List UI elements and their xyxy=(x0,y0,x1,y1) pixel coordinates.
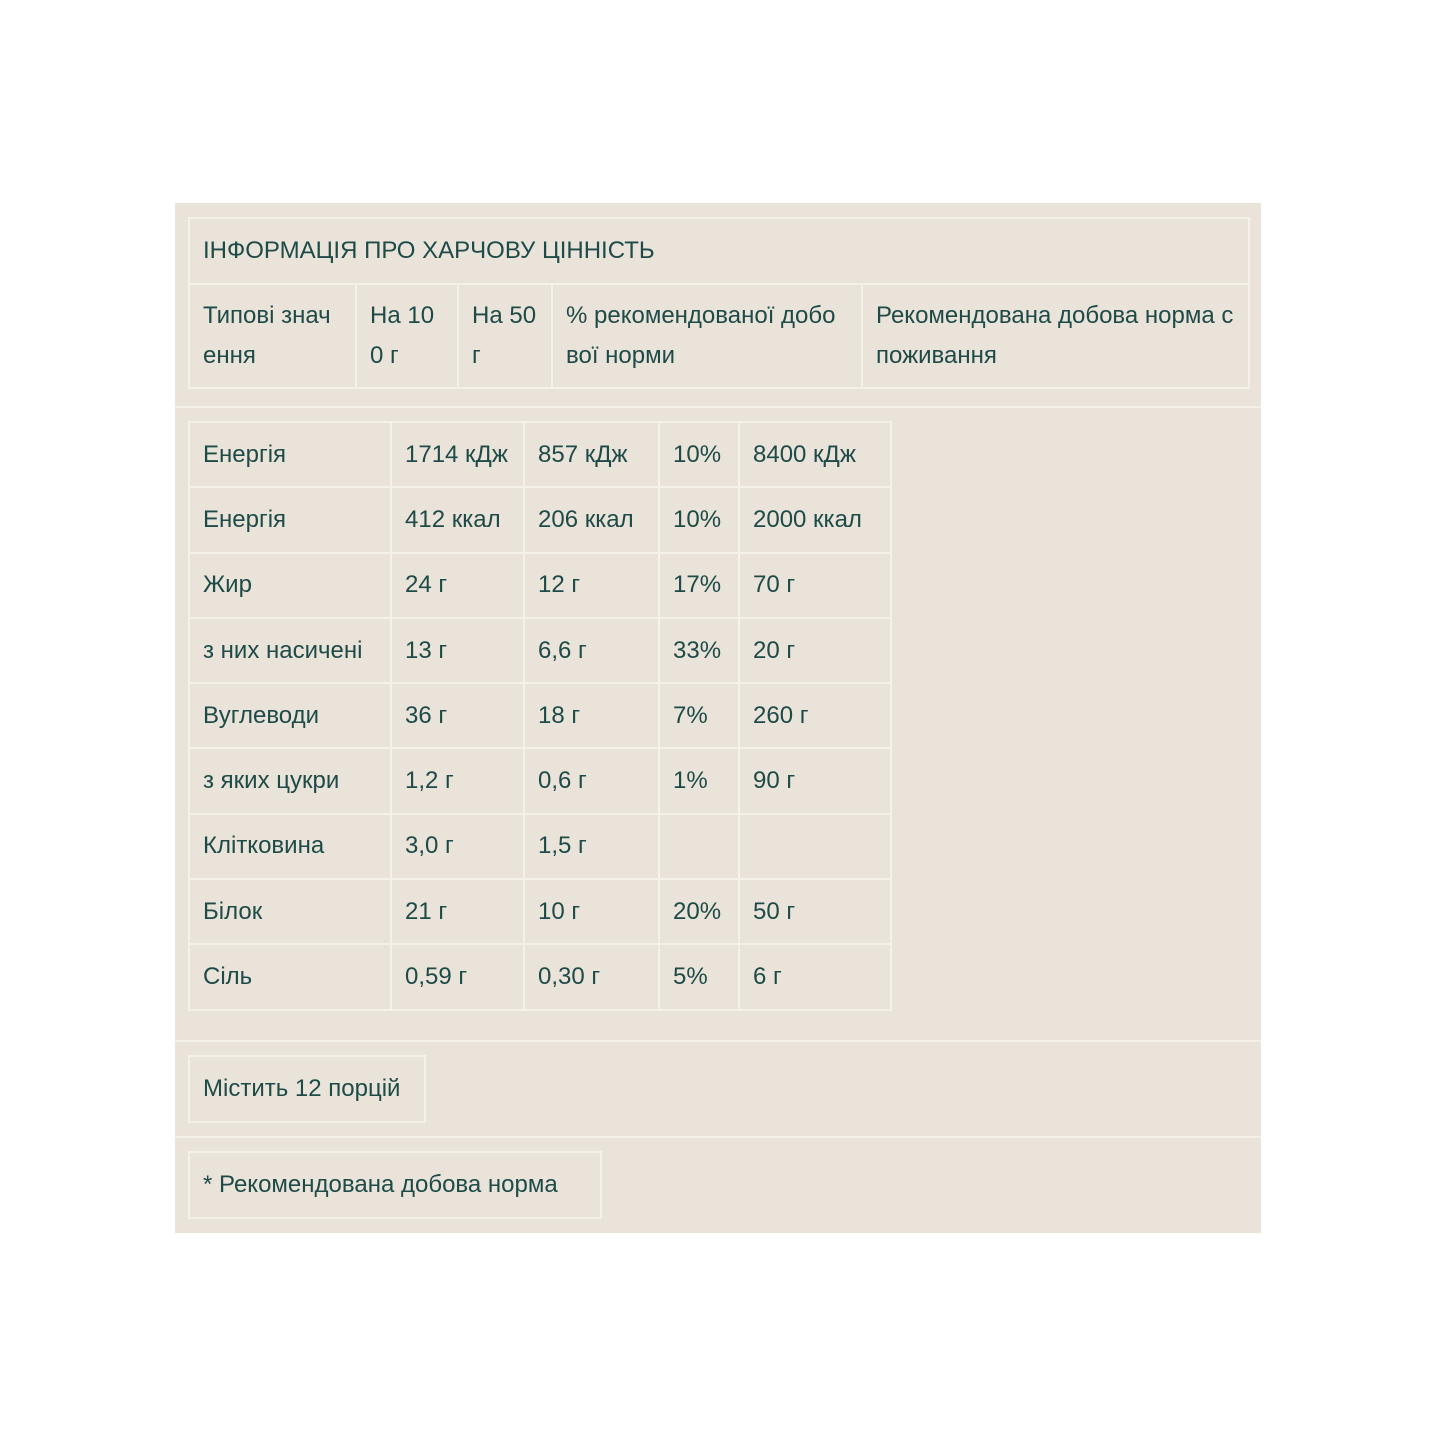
table-cell: 3,0 г xyxy=(390,812,525,881)
table-cell: Сіль xyxy=(188,943,392,1011)
table-cell: 1,2 г xyxy=(390,747,525,815)
table-cell: 0,30 г xyxy=(523,943,660,1011)
table-cell: 12 г xyxy=(523,551,660,619)
table-cell: 36 г xyxy=(390,682,525,750)
table-title: ІНФОРМАЦІЯ ПРО ХАРЧОВУ ЦІННІСТЬ xyxy=(187,217,1251,285)
table-cell: Енергія xyxy=(188,420,392,489)
table-cell: 10 г xyxy=(523,878,660,946)
column-header: Рекомендована добова норма споживання xyxy=(860,283,1251,389)
table-cell: 21 г xyxy=(390,878,525,946)
column-headers: Типові значення На 100 г На 50 г % реком… xyxy=(188,283,1251,389)
table-cell: 6,6 г xyxy=(523,616,660,685)
table-cell: 70 г xyxy=(738,551,892,619)
table-cell: 10% xyxy=(658,420,740,489)
table-cell: 17% xyxy=(658,551,740,619)
nutrition-values-table: Енергія 1714 кДж 857 кДж 10% 8400 кДж Енергія… xyxy=(188,420,892,1011)
table-cell: 857 кДж xyxy=(523,420,660,489)
table-cell: 90 г xyxy=(738,747,892,815)
table-cell: з яких цукри xyxy=(188,747,392,815)
table-row: Сіль 0,59 г 0,30 г 5% 6 г xyxy=(188,943,892,1011)
table-row: Клітковина 3,0 г 1,5 г xyxy=(188,812,892,881)
table-cell: 6 г xyxy=(738,943,892,1011)
table-row: з яких цукри 1,2 г 0,6 г 1% 90 г xyxy=(188,747,892,815)
table-cell: 5% xyxy=(658,943,740,1011)
table-cell xyxy=(658,812,740,881)
table-cell: Клітковина xyxy=(188,812,392,881)
table-row: Вуглеводи 36 г 18 г 7% 260 г xyxy=(188,682,892,750)
nutrition-panel: ІНФОРМАЦІЯ ПРО ХАРЧОВУ ЦІННІСТЬ Типові з… xyxy=(175,203,1261,1233)
table-cell: 20% xyxy=(658,878,740,946)
table-cell: 8400 кДж xyxy=(738,420,892,489)
footnote-box: * Рекомендована добова норма xyxy=(188,1151,602,1219)
table-cell: 7% xyxy=(658,682,740,750)
column-header: На 100 г xyxy=(355,283,459,389)
column-header: Типові значення xyxy=(188,283,357,389)
table-cell: 1714 кДж xyxy=(390,420,525,489)
table-cell: 20 г xyxy=(738,616,892,685)
column-header: % рекомендованої добової норми xyxy=(551,283,863,389)
nutrition-header-table: ІНФОРМАЦІЯ ПРО ХАРЧОВУ ЦІННІСТЬ Типові з… xyxy=(187,217,1251,389)
table-cell: 0,59 г xyxy=(390,943,525,1011)
table-cell: з них насичені xyxy=(188,616,392,685)
table-cell: Білок xyxy=(188,878,392,946)
table-row: Енергія 1714 кДж 857 кДж 10% 8400 кДж xyxy=(188,420,892,489)
table-cell: 260 г xyxy=(738,682,892,750)
table-cell: 13 г xyxy=(390,616,525,685)
table-row: Жир 24 г 12 г 17% 70 г xyxy=(188,551,892,619)
table-cell: 412 ккал xyxy=(390,486,525,554)
table-row: Енергія 412 ккал 206 ккал 10% 2000 ккал xyxy=(188,486,892,554)
servings-box: Містить 12 порцій xyxy=(188,1055,426,1123)
table-cell: 18 г xyxy=(523,682,660,750)
footnote-text: * Рекомендована добова норма xyxy=(188,1151,602,1219)
table-cell: 10% xyxy=(658,486,740,554)
table-cell: 0,6 г xyxy=(523,747,660,815)
divider xyxy=(175,1136,1261,1138)
column-header: На 50 г xyxy=(457,283,553,389)
table-cell: 1% xyxy=(658,747,740,815)
divider xyxy=(175,1040,1261,1042)
table-cell: Енергія xyxy=(188,486,392,554)
servings-text: Містить 12 порцій xyxy=(188,1055,426,1123)
table-cell: 2000 ккал xyxy=(738,486,892,554)
table-row: Білок 21 г 10 г 20% 50 г xyxy=(188,878,892,946)
table-cell: 50 г xyxy=(738,878,892,946)
table-row: з них насичені 13 г 6,6 г 33% 20 г xyxy=(188,616,892,685)
table-cell: 33% xyxy=(658,616,740,685)
table-cell: 24 г xyxy=(390,551,525,619)
table-cell: 1,5 г xyxy=(523,812,660,881)
divider xyxy=(175,406,1261,408)
table-cell: Вуглеводи xyxy=(188,682,392,750)
table-cell xyxy=(738,812,892,881)
table-cell: Жир xyxy=(188,551,392,619)
table-cell: 206 ккал xyxy=(523,486,660,554)
